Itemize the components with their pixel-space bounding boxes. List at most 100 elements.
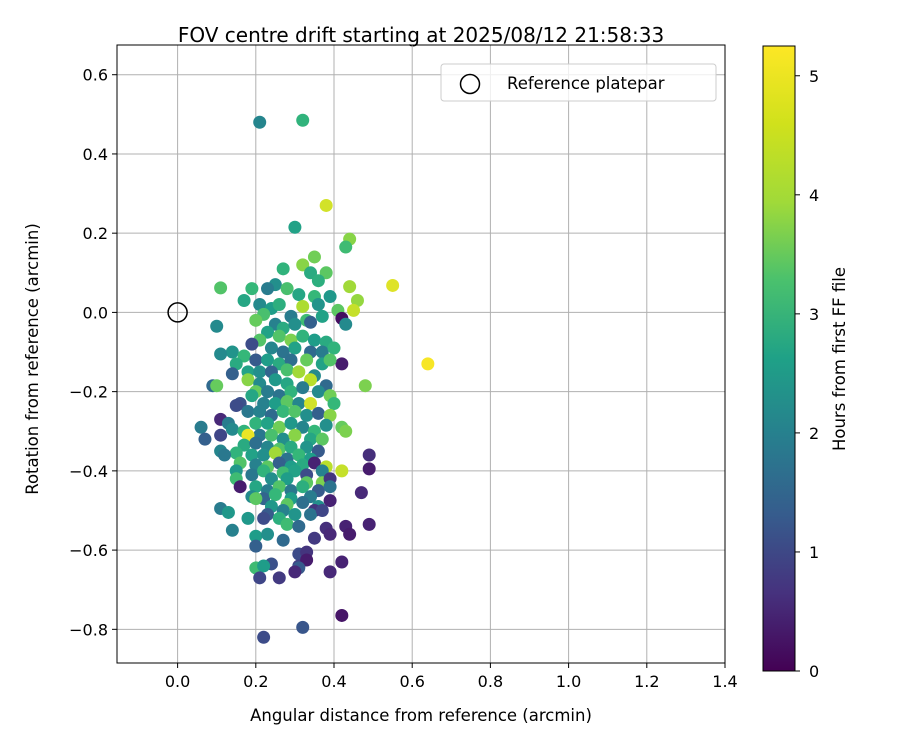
data-point	[315, 345, 329, 359]
data-point	[315, 503, 329, 517]
data-point	[280, 517, 294, 531]
colorbar-gradient	[762, 45, 796, 672]
data-point	[225, 523, 239, 537]
data-point	[335, 357, 349, 371]
x-axis-ticks: 0.0 0.2 0.4 0.6 0.8 1.0 1.2 1.4	[165, 663, 738, 691]
x-tick-label: 1.2	[634, 672, 659, 691]
data-point	[300, 408, 314, 422]
data-point	[276, 262, 290, 276]
data-point	[253, 571, 267, 585]
data-point	[264, 428, 278, 442]
data-point	[280, 395, 294, 409]
colorbar-tick-label: 2	[809, 424, 819, 443]
data-point	[300, 440, 314, 454]
data-point	[280, 363, 294, 377]
data-point	[214, 428, 228, 442]
data-point	[253, 297, 267, 311]
data-point	[261, 416, 275, 430]
data-point	[241, 404, 255, 418]
data-point	[253, 115, 267, 129]
data-point	[264, 341, 278, 355]
data-point	[307, 531, 321, 545]
data-point	[292, 448, 306, 462]
data-point	[296, 329, 310, 343]
data-point	[218, 448, 232, 462]
colorbar: 0 1 2 3 4 5 Hours from first FF file	[762, 45, 849, 681]
colorbar-tick-label: 5	[809, 67, 819, 86]
data-point	[249, 539, 263, 553]
y-tick-label: 0.4	[83, 145, 108, 164]
data-point	[257, 464, 271, 478]
y-tick-label: −0.8	[69, 620, 108, 639]
legend-box	[440, 63, 717, 102]
data-point	[335, 555, 349, 569]
data-point	[229, 357, 243, 371]
y-tick-label: 0.0	[83, 303, 108, 322]
x-tick-label: 1.0	[556, 672, 581, 691]
data-point	[343, 280, 357, 294]
chart-title: FOV centre drift starting at 2025/08/12 …	[178, 23, 664, 47]
data-point	[237, 294, 251, 308]
data-point	[300, 553, 314, 567]
data-point	[292, 519, 306, 533]
data-point	[319, 266, 333, 280]
data-point	[296, 620, 310, 634]
data-point	[307, 333, 321, 347]
data-point	[421, 357, 435, 371]
data-point	[288, 507, 302, 521]
data-point	[241, 373, 255, 387]
data-point	[261, 385, 275, 399]
data-point	[315, 464, 329, 478]
data-point	[335, 608, 349, 622]
data-point	[307, 250, 321, 264]
data-point	[225, 367, 239, 381]
data-point	[225, 345, 239, 359]
y-tick-label: −0.6	[69, 541, 108, 560]
y-tick-label: −0.2	[69, 383, 108, 402]
data-point	[362, 517, 376, 531]
data-point	[304, 397, 318, 411]
x-axis-label: Angular distance from reference (arcmin)	[250, 706, 592, 725]
data-point	[241, 511, 255, 525]
data-point	[210, 319, 224, 333]
legend-label: Reference platepar	[507, 74, 665, 93]
data-point	[296, 258, 310, 272]
data-point	[233, 480, 247, 494]
data-point	[358, 379, 372, 393]
x-tick-label: 0.4	[321, 672, 346, 691]
y-tick-label: 0.2	[83, 224, 108, 243]
data-point	[304, 266, 318, 280]
x-tick-label: 0.0	[165, 672, 190, 691]
data-point	[311, 406, 325, 420]
data-point	[343, 527, 357, 541]
data-point	[335, 464, 349, 478]
data-point	[249, 313, 263, 327]
data-point	[268, 373, 282, 387]
data-point	[249, 436, 263, 450]
colorbar-tick-label: 3	[809, 305, 819, 324]
data-point	[288, 317, 302, 331]
data-point	[268, 488, 282, 502]
data-point	[288, 404, 302, 418]
data-point	[268, 397, 282, 411]
data-point	[261, 325, 275, 339]
data-point	[253, 365, 267, 379]
data-point	[237, 438, 251, 452]
data-point	[198, 432, 212, 446]
data-point	[327, 397, 341, 411]
legend: Reference platepar	[440, 63, 717, 102]
colorbar-tick-label: 4	[809, 186, 819, 205]
data-point	[362, 462, 376, 476]
data-point	[354, 486, 368, 500]
colorbar-tick-label: 0	[809, 662, 819, 681]
data-point	[362, 448, 376, 462]
data-point	[296, 299, 310, 313]
data-point	[296, 420, 310, 434]
data-point	[292, 365, 306, 379]
data-point	[272, 420, 286, 434]
data-point	[229, 399, 243, 412]
data-point	[272, 329, 286, 343]
data-point	[280, 472, 294, 486]
data-point	[268, 446, 282, 460]
data-point	[288, 341, 302, 355]
